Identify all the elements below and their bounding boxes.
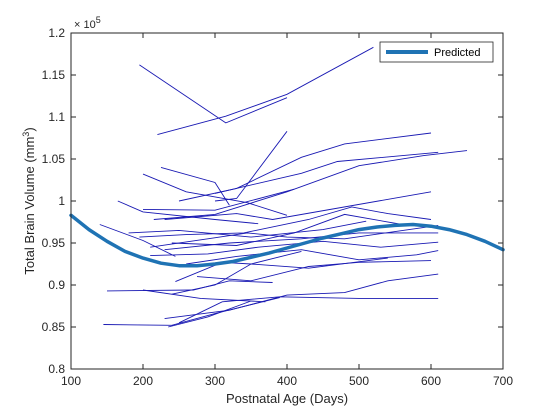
subject-line-27 (168, 300, 252, 328)
y-tick-label: 0.95 (42, 236, 66, 250)
x-tick-label: 100 (61, 374, 81, 388)
subject-line-3 (160, 166, 230, 206)
predicted-layer (69, 213, 505, 268)
y-axis-ticks: 0.8 0.85 0.9 0.95 1 1.05 1.1 1.15 1.2 (42, 26, 503, 376)
subject-line-22 (106, 280, 273, 292)
subject-line-12 (128, 220, 367, 238)
subject-line-11 (142, 188, 295, 211)
subject-line-9 (153, 150, 468, 220)
y-tick-label: 1.2 (48, 26, 65, 40)
y-tick-label: 1.05 (42, 152, 66, 166)
subject-line-19 (186, 249, 439, 265)
subject-line-25 (164, 273, 439, 320)
subject-line-17 (164, 232, 439, 251)
subject-line-20 (175, 257, 388, 283)
y-axis-label-main: Total Brain Volume (mm (22, 137, 37, 275)
y-axis-label-end: ) (22, 127, 37, 131)
y-axis-multiplier-exponent: 5 (96, 15, 101, 25)
subject-line-18 (150, 240, 439, 257)
subject-line-21 (196, 260, 432, 282)
subject-line-15 (150, 224, 439, 248)
subject-line-24 (171, 250, 302, 295)
y-axis-multiplier-base: × 10 (74, 19, 96, 31)
subject-line-14 (99, 224, 176, 257)
plot-frame (70, 32, 504, 370)
x-tick-label: 400 (277, 374, 297, 388)
x-tick-label: 300 (205, 374, 225, 388)
legend-box (379, 41, 494, 63)
y-axis-multiplier: × 105 (74, 15, 101, 31)
predicted-line (69, 213, 505, 268)
subject-line-26 (103, 297, 280, 326)
x-tick-label: 500 (349, 374, 369, 388)
x-axis-ticks: 100 200 300 400 500 600 700 (61, 33, 513, 388)
y-tick-label: 1.15 (42, 68, 66, 82)
y-tick-label: 0.8 (48, 362, 65, 376)
subject-line-10 (164, 191, 432, 220)
subject-line-13 (139, 206, 432, 238)
subject-line-6 (214, 131, 288, 202)
y-axis-label: Total Brain Volume (mm3) (21, 127, 37, 274)
subject-line-23 (142, 289, 266, 303)
x-tick-label: 200 (133, 374, 153, 388)
subject-line-28 (178, 296, 439, 324)
legend-label-predicted: Predicted (434, 47, 480, 59)
subject-line-2 (157, 46, 374, 136)
subject-line-5 (178, 132, 432, 202)
legend: Predicted (379, 41, 494, 63)
y-tick-label: 1 (58, 194, 65, 208)
y-tick-label: 0.85 (42, 320, 66, 334)
x-tick-label: 700 (493, 374, 513, 388)
y-tick-label: 0.9 (48, 278, 65, 292)
subject-lines (99, 46, 468, 328)
y-axis-label-superscript: 3 (21, 132, 31, 137)
subject-line-7 (142, 173, 288, 216)
subject-line-1 (139, 64, 288, 124)
x-tick-label: 600 (421, 374, 441, 388)
subject-line-8 (117, 200, 259, 225)
x-axis-label: Postnatal Age (Days) (226, 391, 348, 406)
y-tick-label: 1.1 (48, 110, 65, 124)
subject-line-4 (214, 151, 439, 194)
